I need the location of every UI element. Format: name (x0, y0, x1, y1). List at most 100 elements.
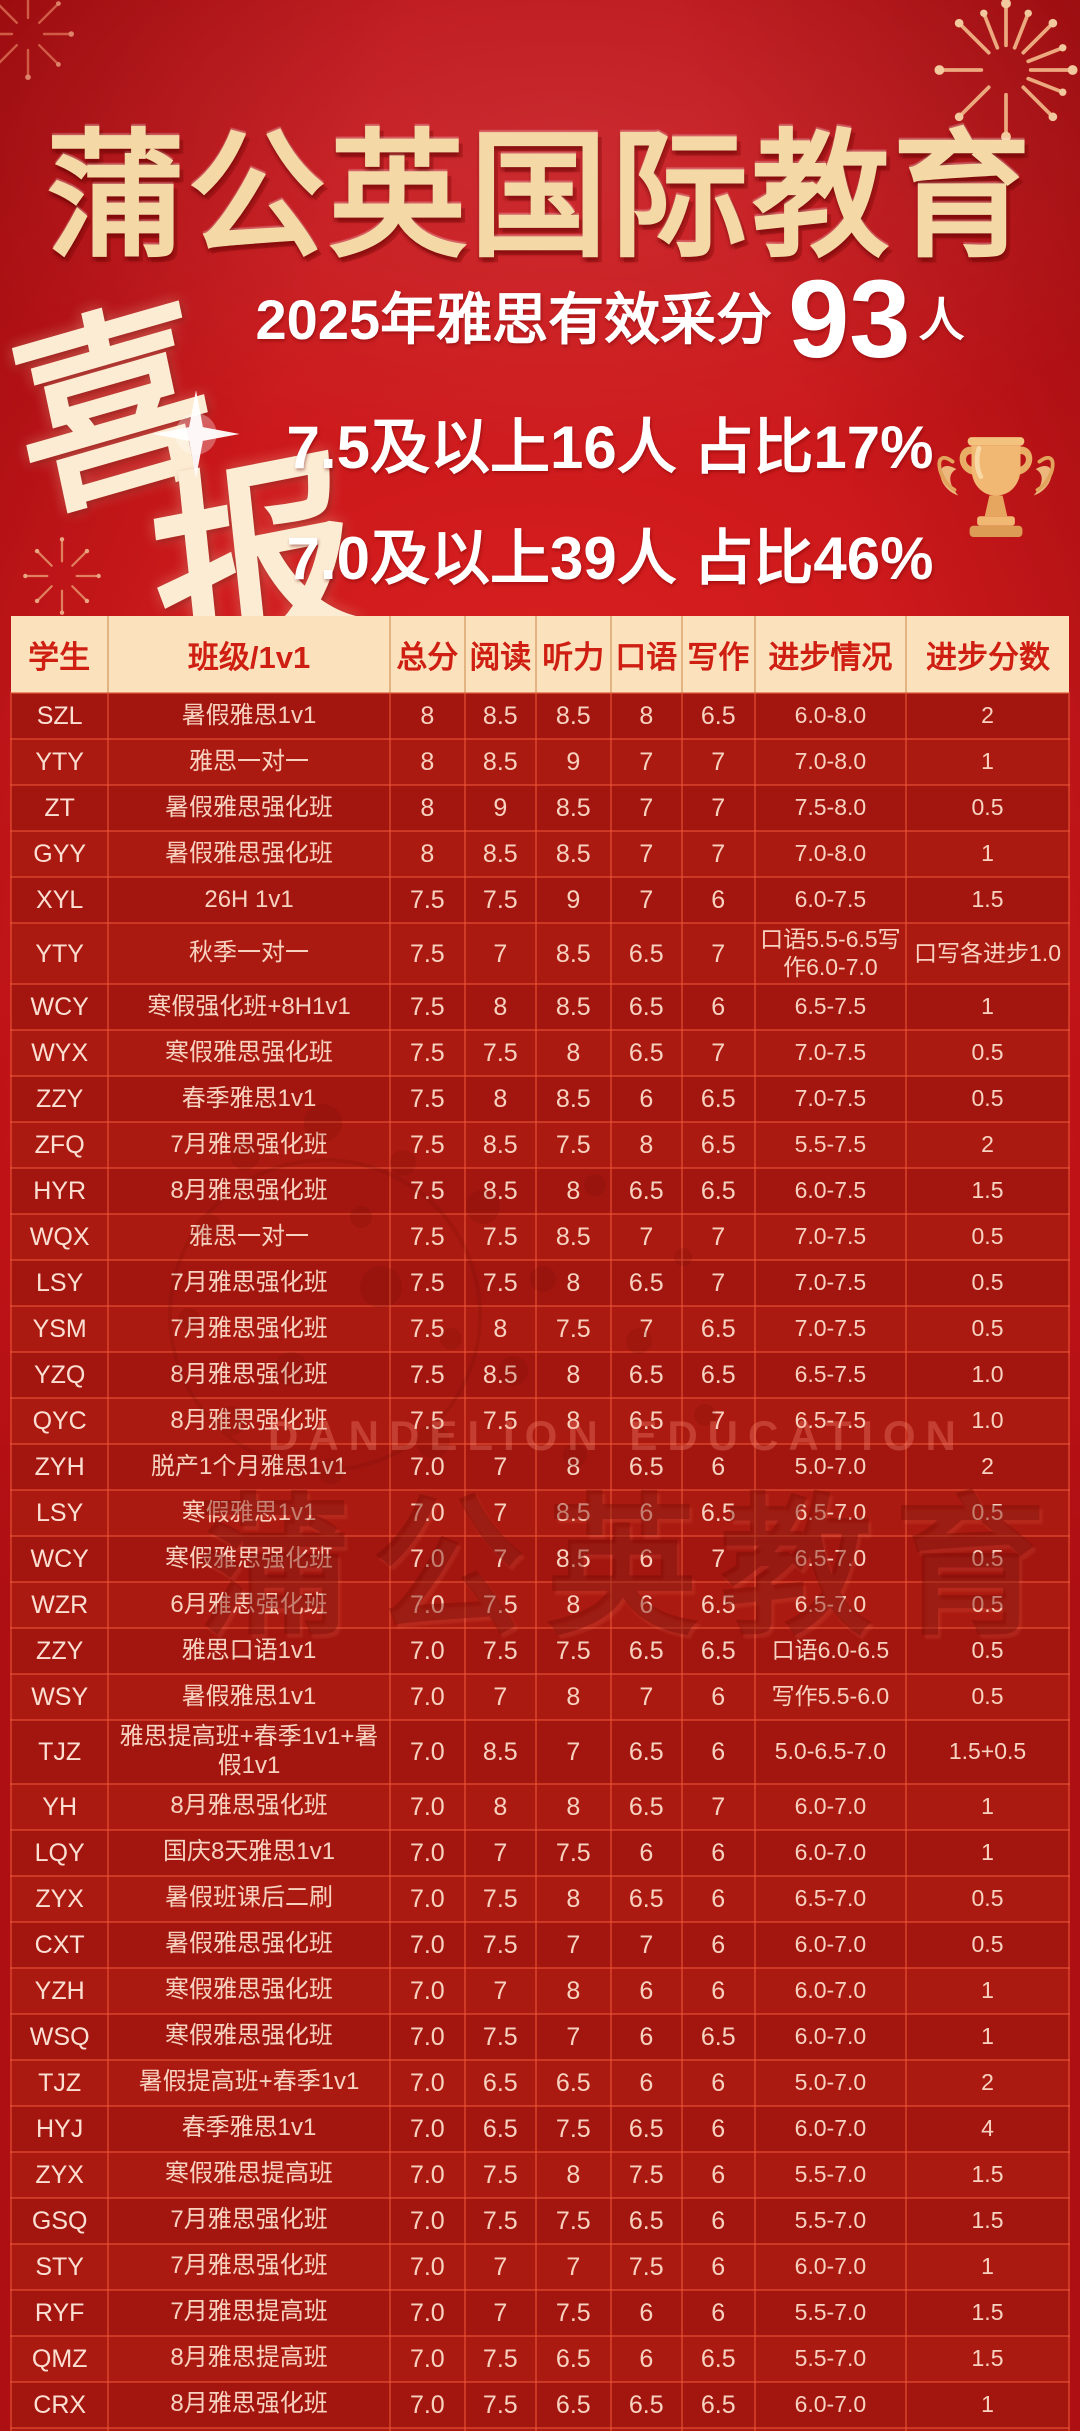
table-cell: 5.0-6.5-7.0 (753, 1719, 908, 1785)
table-cell: 6.5 (680, 1351, 756, 1400)
table-cell: 7.5 (388, 983, 466, 1032)
table-cell: 寒假雅思提高班 (107, 2150, 391, 2199)
table-cell: YH (10, 1782, 110, 1831)
header-cell: 口语 (610, 616, 683, 694)
table-cell: 1 (905, 1782, 1070, 1831)
header-cell: 学生 (11, 616, 110, 694)
table-cell: STY (10, 2242, 110, 2291)
table-cell: 寒假雅思强化班 (107, 1535, 391, 1584)
table-cell: 1 (905, 2380, 1070, 2429)
table-cell: 6.5-7.0 (753, 1581, 908, 1630)
table-cell: QYC (10, 1397, 110, 1446)
table-cell: 6.5 (609, 1259, 683, 1308)
table-cell: 7 (463, 2242, 537, 2291)
table-cell: ZFQ (10, 1121, 110, 1170)
table-cell: 0.5 (905, 1489, 1070, 1538)
table-cell: 7.0 (388, 1782, 466, 1831)
table-cell: 7.0-7.5 (753, 1259, 908, 1308)
table-cell: 6.0-7.0 (753, 1966, 908, 2015)
table-cell: 8月雅思强化班 (107, 1397, 391, 1446)
table-cell: 8月雅思强化班 (107, 1167, 391, 1216)
table-row: CXT 暑假雅思强化班 7.0 7.5 7 7 6 6.0-7.0 0.5 (10, 1920, 1070, 1969)
table-cell: 8.5 (534, 692, 612, 740)
header-cell: 总分 (389, 616, 466, 694)
table-row: YTY 雅思一对一 8 8.5 9 7 7 7.0-8.0 1 (10, 738, 1070, 786)
table-cell: YSM (10, 1305, 110, 1354)
table-cell: 6.0-8.0 (753, 692, 908, 740)
table-cell: 6 (680, 1443, 756, 1492)
table-row: YZQ 8月雅思强化班 7.5 8.5 8 6.5 6.5 6.5-7.5 1.0 (10, 1351, 1070, 1400)
table-cell: 8 (463, 1305, 537, 1354)
table-cell: 7.5 (609, 2242, 683, 2291)
table-cell: 7.5 (534, 2426, 612, 2431)
xi-character: 喜 (0, 266, 233, 551)
table-cell: 寒假强化班+8H1v1 (107, 983, 391, 1032)
table-cell: LSY (10, 1489, 110, 1538)
table-cell: 7.5 (463, 1920, 537, 1969)
table-cell: 7.5 (463, 1029, 537, 1078)
table-cell: WZR (10, 1581, 110, 1630)
table-cell: 7.0 (388, 1489, 466, 1538)
table-cell: 6.5 (609, 1874, 683, 1923)
table-cell: 7.5 (463, 1627, 537, 1676)
table-cell: 7 (463, 1443, 537, 1492)
table-row: YH 8月雅思强化班 7.0 8 8 6.5 7 6.0-7.0 1 (10, 1782, 1070, 1831)
table-cell: 6 (680, 1966, 756, 2015)
table-cell: 6 (609, 2288, 683, 2337)
table-cell: 5.5-7.0 (753, 2426, 908, 2431)
table-cell: 7.5 (463, 2196, 537, 2245)
table-cell: 6.5 (680, 1075, 756, 1124)
table-cell: 6 (609, 2012, 683, 2061)
table-row: ZFQ 7月雅思强化班 7.5 8.5 7.5 8 6.5 5.5-7.5 2 (10, 1121, 1070, 1170)
table-row: XYL 26H 1v1 7.5 7.5 9 7 6 6.0-7.5 1.5 (10, 876, 1070, 924)
table-cell: 7.5 (388, 1121, 466, 1170)
table-cell: 7 (680, 1259, 756, 1308)
table-cell: 7.5 (388, 1213, 466, 1262)
table-row: TJZ 暑假提高班+春季1v1 7.0 6.5 6.5 6 6 5.0-7.0 2 (10, 2058, 1070, 2107)
table-cell: 6 (680, 2058, 756, 2107)
table-cell: 6.5 (609, 1351, 683, 1400)
table-row: QYC 8月雅思强化班 7.5 7.5 8 6.5 7 6.5-7.5 1.0 (10, 1397, 1070, 1446)
table-row: WYX 寒假雅思强化班 7.5 7.5 8 6.5 7 7.0-7.5 0.5 (10, 1029, 1070, 1078)
table-cell: 7 (463, 1489, 537, 1538)
table-cell: 6.5-7.0 (753, 1489, 908, 1538)
table-cell: 6 (609, 1966, 683, 2015)
table-cell: XYL (10, 876, 110, 924)
table-cell: 暑假雅思强化班 (107, 784, 391, 832)
table-row: GYY 暑假雅思强化班 8 8.5 8.5 7 7 7.0-8.0 1 (10, 830, 1070, 878)
table-cell: 7.0-8.0 (753, 830, 908, 878)
table-cell: 7.0 (388, 1581, 466, 1630)
table-cell: 5.5-7.0 (753, 2288, 908, 2337)
table-cell: 暑假提高班+春季1v1 (107, 2058, 391, 2107)
table-cell: 2 (905, 1443, 1070, 1492)
firework-icon (23, 537, 101, 615)
table-cell: 1.5 (905, 2334, 1070, 2383)
table-cell: 8 (534, 1581, 612, 1630)
table-cell: 0.5 (905, 1259, 1070, 1308)
table-cell: 7.0 (388, 2288, 466, 2337)
table-cell: 8.5 (463, 738, 537, 786)
table-cell: 7 (680, 1782, 756, 1831)
table-cell: 7.5 (463, 2334, 537, 2383)
table-cell: 5.5-7.0 (753, 2150, 908, 2199)
table-row: ZYX 寒假雅思提高班 7.0 7.5 8 7.5 6 5.5-7.0 1.5 (10, 2150, 1070, 2199)
table-row: WCY 寒假雅思强化班 7.0 7 8.5 6 7 6.5-7.0 0.5 (10, 1535, 1070, 1584)
table-row: LSY 寒假雅思1v1 7.0 7 8.5 6 6.5 6.5-7.0 0.5 (10, 1489, 1070, 1538)
table-cell: 8月雅思提高班 (107, 2334, 391, 2383)
table-cell: 国庆8天雅思1v1 (107, 1828, 391, 1877)
table-cell: 7月雅思强化班 (107, 2242, 391, 2291)
table-cell: 6.5 (534, 2380, 612, 2429)
table-cell: 暑假雅思1v1 (107, 1673, 391, 1722)
table-cell: 7.0 (388, 2012, 466, 2061)
table-row: YTY 秋季一对一 7.5 7 8.5 6.5 7 口语5.5-6.5写作6.0-7.0 口写各… (10, 921, 1070, 986)
table-cell: 8.5 (534, 1075, 612, 1124)
stats-total-suffix: 人 (918, 294, 965, 347)
table-cell: 9 (534, 876, 612, 924)
table-cell: 0.5 (905, 1673, 1070, 1722)
table-cell: 5.5-7.0 (753, 2196, 908, 2245)
table-cell: ZZY (10, 1627, 110, 1676)
table-cell: 7.0 (388, 1719, 466, 1785)
table-cell: 口语5.5-6.5写作6.0-7.0 (753, 921, 908, 986)
table-cell: 1.5 (905, 2426, 1070, 2431)
table-cell: 7 (680, 1213, 756, 1262)
